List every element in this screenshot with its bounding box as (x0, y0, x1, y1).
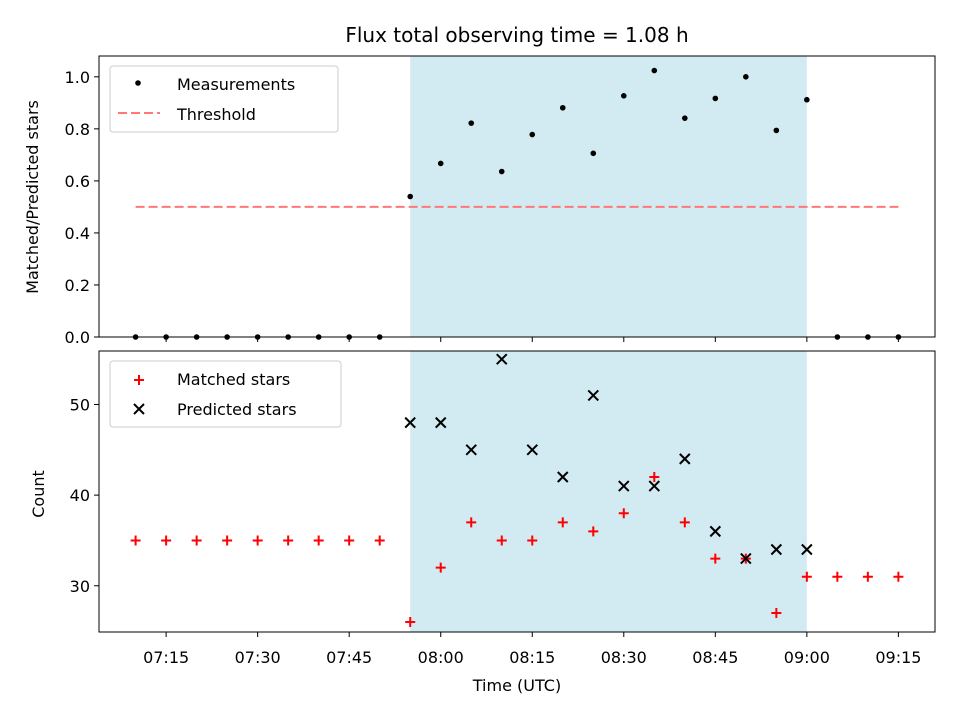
y-tick-label: 40 (70, 486, 90, 505)
ratio-panel-frame (98, 55, 936, 338)
x-tick-label: 08:15 (509, 648, 555, 667)
legend-label-matched: Matched stars (177, 370, 290, 389)
measurements-point (529, 131, 536, 138)
measurements-point (743, 74, 749, 80)
measurements-point (437, 160, 444, 167)
predicted-stars-point (557, 471, 569, 483)
x-tick-label: 09:15 (875, 648, 921, 667)
matched-stars-point (313, 535, 324, 546)
y-tick-label: 1.0 (65, 68, 90, 87)
predicted-stars-point (404, 416, 416, 429)
predicted-stars-point (770, 543, 783, 556)
measurements-point (590, 150, 597, 157)
predicted-stars-point (709, 525, 722, 538)
measurements-point (773, 127, 780, 134)
matched-stars-point (588, 526, 599, 537)
legend-label-threshold: Threshold (176, 105, 256, 124)
matched-stars-point (649, 471, 660, 482)
matched-stars-point (893, 571, 904, 582)
legend-box (109, 360, 342, 428)
predicted-stars-point (679, 453, 691, 465)
count-panel-frame (98, 350, 936, 633)
x-tick-label: 08:45 (692, 648, 738, 667)
measurements-point (468, 120, 475, 126)
y-tick-label: 0.6 (65, 172, 90, 191)
predicted-stars-point (465, 444, 477, 456)
matched-stars-point (832, 571, 843, 582)
matched-stars-point (405, 617, 416, 628)
matched-stars-point (344, 535, 355, 546)
x-tick-label: 07:30 (235, 648, 281, 667)
matched-stars-point (283, 535, 294, 546)
y-tick-label: 0.2 (65, 276, 90, 295)
ratio-panel: 0.0 0.2 0.4 0.6 0.8 1.0 Matched/Predicted sta… (23, 55, 936, 347)
legend-marker-measurements (135, 80, 141, 86)
legend-label-predicted: Predicted stars (177, 400, 297, 419)
y-tick-label: 30 (70, 577, 90, 596)
predicted-stars-point (526, 444, 538, 456)
measurements-point (620, 93, 627, 99)
matched-stars-point (161, 535, 172, 546)
legend-marker-matched (134, 375, 144, 385)
matched-stars-point (710, 553, 721, 564)
x-axis-label: Time (UTC) (472, 676, 561, 695)
x-tick-label: 07:45 (326, 648, 372, 667)
legend-box (109, 65, 339, 133)
matched-stars-point (557, 517, 568, 528)
predicted-stars-point (618, 480, 630, 492)
matched-stars-point (130, 535, 141, 546)
measurements-point (804, 96, 810, 103)
measurements-point (682, 115, 688, 121)
matched-stars-point (252, 535, 263, 546)
matched-stars-point (222, 535, 233, 546)
legend-label-measurements: Measurements (177, 75, 295, 94)
predicted-stars-point (801, 543, 813, 556)
count-panel-ylabel: Count (29, 470, 48, 518)
ratio-panel-shaded-interval (410, 56, 807, 337)
x-tick-label: 09:00 (784, 648, 830, 667)
x-tick-label: 07:15 (143, 648, 189, 667)
matched-stars-point (374, 535, 385, 546)
matched-stars-point (618, 508, 629, 519)
matched-stars-point (771, 607, 782, 618)
ratio-panel-marks (132, 67, 902, 340)
matched-stars-point (862, 571, 873, 582)
x-tick-label: 08:00 (418, 648, 464, 667)
count-panel: 30 40 50 07:15 07:30 07:45 08:00 08:15 08:30 08:4… (29, 350, 936, 695)
predicted-stars-point (496, 353, 508, 365)
count-panel-marks (130, 353, 904, 628)
matched-stars-point (801, 571, 812, 582)
x-tick-label: 08:30 (601, 648, 647, 667)
matched-stars-point (527, 535, 538, 546)
matched-stars-point (191, 535, 202, 546)
predicted-stars-point (648, 480, 661, 492)
matched-stars-point (435, 562, 446, 573)
y-tick-label: 0.4 (65, 224, 90, 243)
matched-stars-point (679, 517, 690, 528)
y-tick-label: 0.0 (65, 328, 90, 347)
measurements-point (651, 67, 658, 74)
measurements-point (559, 104, 566, 111)
y-tick-label: 50 (70, 395, 90, 414)
measurements-point (407, 193, 414, 200)
count-panel-legend: Matched stars Predicted stars (109, 360, 342, 428)
count-panel-axis-ticks: 30 40 50 07:15 07:30 07:45 08:00 08:15 08:30 08:4… (70, 395, 922, 667)
ratio-panel-axis-ticks: 0.0 0.2 0.4 0.6 0.8 1.0 (65, 68, 899, 347)
count-panel-shaded-interval (410, 351, 807, 632)
measurements-point (498, 168, 505, 175)
matched-stars-point (496, 535, 507, 546)
chart-title: Flux total observing time = 1.08 h (345, 23, 688, 47)
measurements-point (712, 95, 719, 102)
predicted-stars-point (435, 416, 447, 429)
matched-stars-point (466, 517, 477, 528)
predicted-stars-point (740, 552, 752, 565)
ratio-panel-ylabel: Matched/Predicted stars (23, 100, 42, 294)
ratio-panel-legend: Measurements Threshold (109, 65, 339, 133)
legend-marker-predicted (133, 403, 145, 415)
predicted-stars-point (587, 389, 599, 402)
y-tick-label: 0.8 (65, 120, 90, 139)
